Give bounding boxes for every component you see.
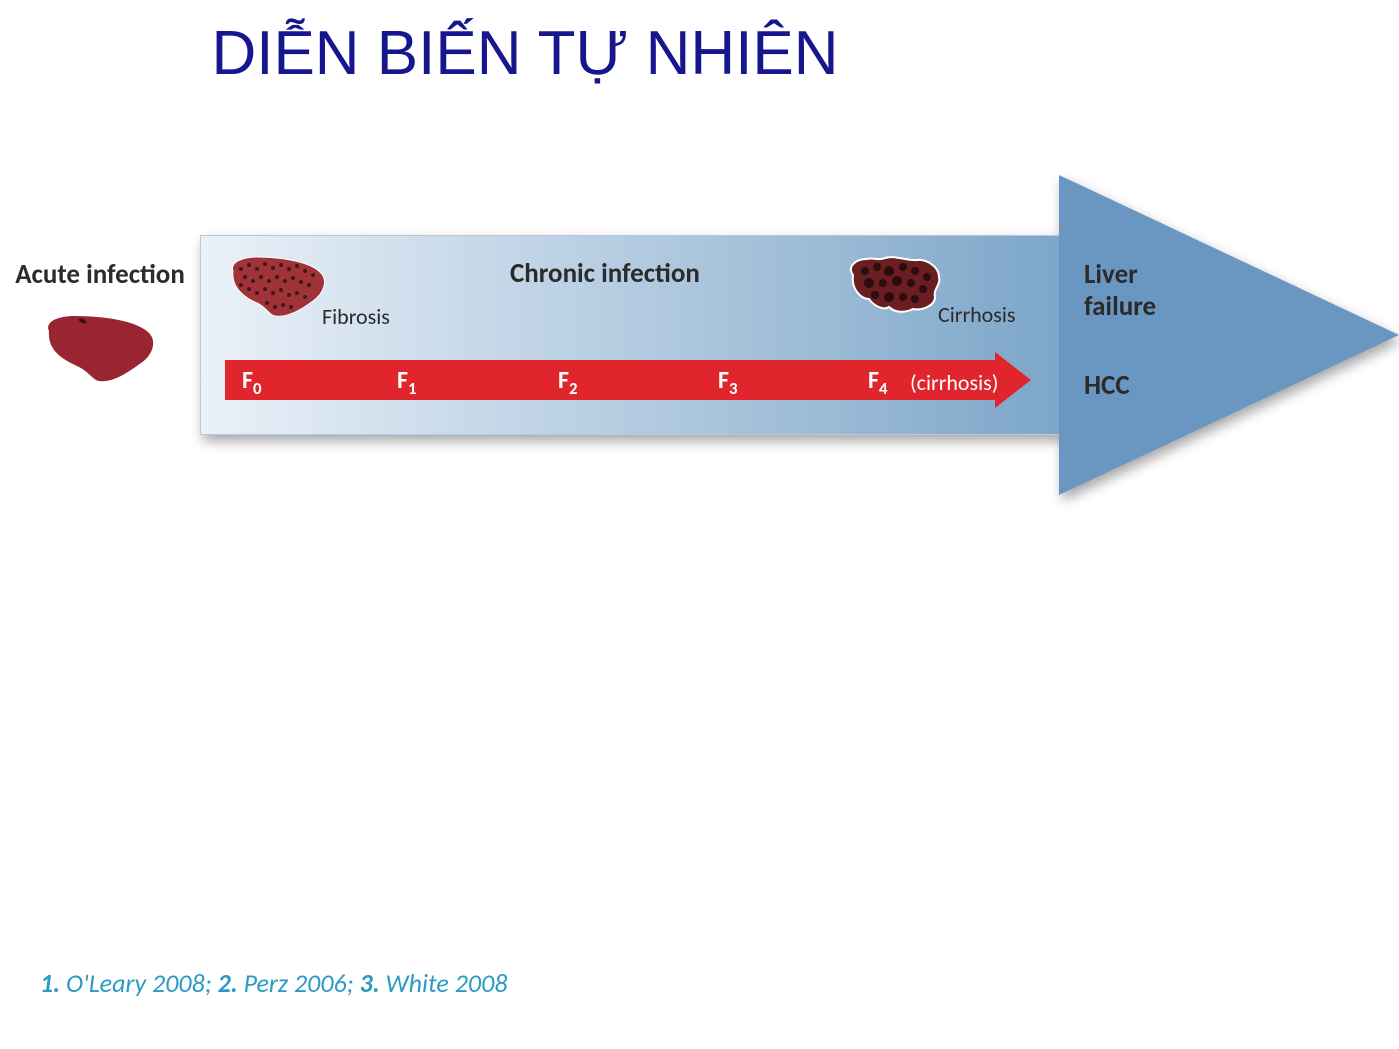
acute-infection-block: Acute infection xyxy=(0,258,200,385)
cirrhosis-label: Cirrhosis xyxy=(938,301,1016,328)
red-bar-head-icon xyxy=(995,352,1031,408)
slide-title: DIỄN BIẾN TỰ NHIÊN xyxy=(0,18,1050,89)
fibrosis-label: Fibrosis xyxy=(322,303,390,330)
outcome-liver-failure: Liver failure xyxy=(1084,259,1156,324)
liver-fibrosis-icon xyxy=(227,255,329,321)
stage-cirrhosis-note: (cirrhosis) xyxy=(910,369,998,396)
stage-F2: F2 xyxy=(558,366,578,399)
stage-F1: F1 xyxy=(397,366,417,399)
stage-F3: F3 xyxy=(718,366,738,399)
arrow-head-icon xyxy=(1059,175,1399,495)
citation-text: 1. O'Leary 2008; 2. Perz 2006; 3. White … xyxy=(40,967,507,999)
acute-label: Acute infection xyxy=(0,258,200,291)
liver-acute-icon xyxy=(41,313,159,385)
chronic-label: Chronic infection xyxy=(510,257,700,290)
stage-F0: F0 xyxy=(242,366,262,399)
outcome-hcc: HCC xyxy=(1084,369,1130,402)
liver-cirrhosis-icon xyxy=(845,255,945,319)
stage-F4: F4 xyxy=(868,366,888,399)
progression-arrow: Chronic infection Fibrosis Cirrhosis xyxy=(200,235,1399,467)
